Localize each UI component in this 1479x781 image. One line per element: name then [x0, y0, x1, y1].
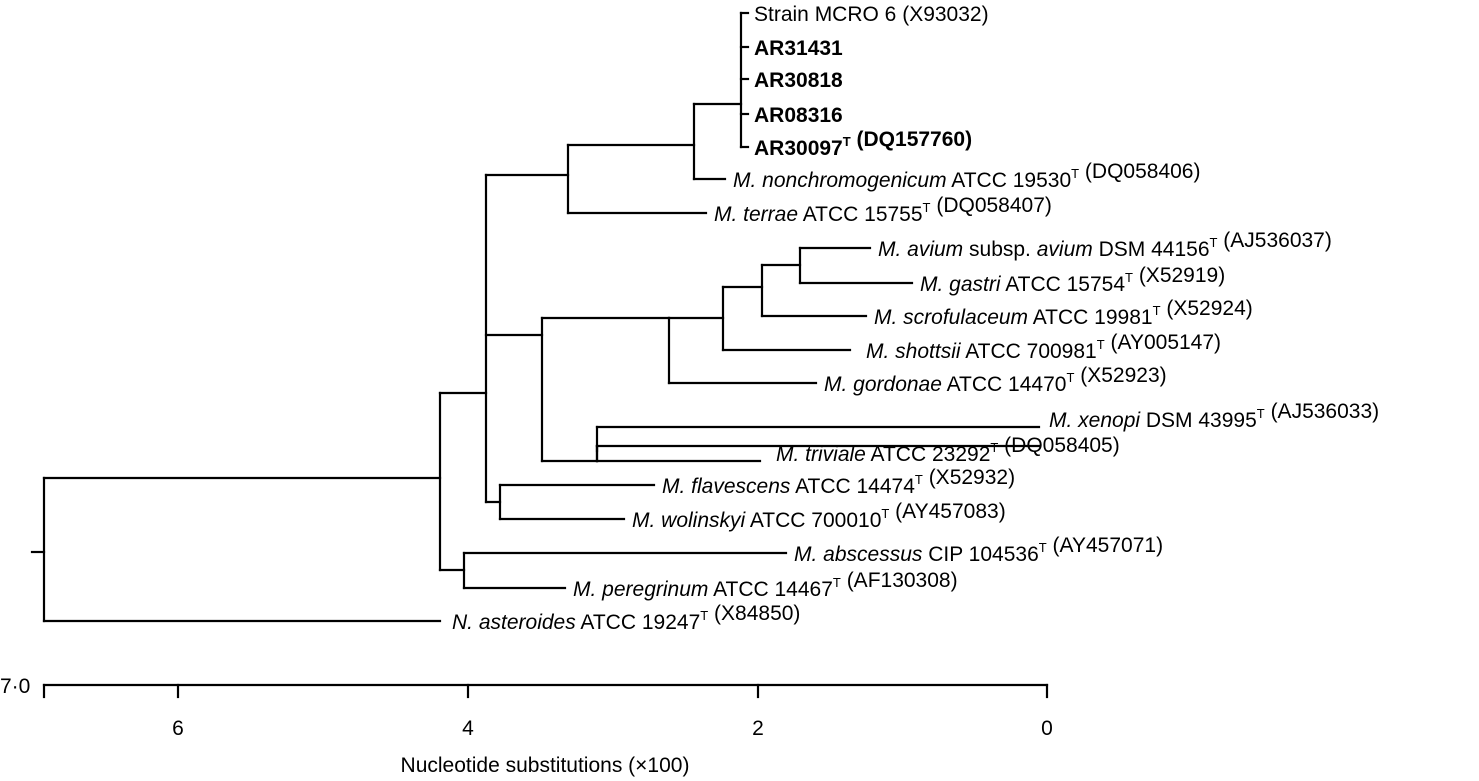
leaf-label-triviale: M. triviale ATCC 23292T (DQ058405) — [776, 434, 1120, 466]
leaf-label-ar31431: AR31431 — [754, 37, 843, 60]
leaf-labels: Strain MCRO 6 (X93032) AR31431 AR30818 AR08… — [452, 3, 1379, 634]
leaf-label-wolinskyi: M. wolinskyi ATCC 700010T (AY457083) — [632, 500, 1006, 532]
tree-branches — [30, 11, 1041, 623]
leaf-label-abscessus: M. abscessus CIP 104536T (AY457071) — [794, 534, 1163, 566]
leaf-label-mcro6: Strain MCRO 6 (X93032) — [754, 3, 989, 26]
leaf-label-avium: M. avium subsp. avium DSM 44156T (AJ5360… — [878, 229, 1332, 261]
leaf-label-scrofulaceum: M. scrofulaceum ATCC 19981T (X52924) — [874, 297, 1253, 329]
axis-tick-label-6: 6 — [172, 717, 184, 740]
scale-axis: 7·0 6 4 2 0 Nucleotide substitutions (×1… — [0, 675, 1053, 777]
leaf-label-ar30818: AR30818 — [754, 69, 843, 92]
axis-title: Nucleotide substitutions (×100) — [401, 754, 690, 777]
axis-tick-label-2: 2 — [752, 717, 764, 740]
leaf-label-gastri: M. gastri ATCC 15754T (X52919) — [920, 264, 1225, 296]
leaf-label-nonchromogenicum: M. nonchromogenicum ATCC 19530T (DQ05840… — [733, 160, 1200, 192]
leaf-label-flavescens: M. flavescens ATCC 14474T (X52932) — [662, 466, 1015, 498]
leaf-label-asteroides: N. asteroides ATCC 19247T (X84850) — [452, 602, 800, 634]
leaf-label-peregrinum: M. peregrinum ATCC 14467T (AF130308) — [573, 569, 958, 601]
axis-tick-label-4: 4 — [462, 717, 474, 740]
leaf-label-shottsii: M. shottsii ATCC 700981T (AY005147) — [866, 331, 1221, 363]
leaf-label-terrae: M. terrae ATCC 15755T (DQ058407) — [714, 194, 1052, 226]
axis-tick-label-0: 0 — [1041, 717, 1053, 740]
leaf-label-xenopi: M. xenopi DSM 43995T (AJ536033) — [1049, 400, 1379, 432]
leaf-label-gordonae: M. gordonae ATCC 14470T (X52923) — [824, 364, 1167, 396]
leaf-label-ar08316: AR08316 — [754, 104, 843, 127]
leaf-label-ar30097: AR30097T (DQ157760) — [754, 128, 972, 160]
axis-max-label: 7·0 — [0, 675, 30, 698]
